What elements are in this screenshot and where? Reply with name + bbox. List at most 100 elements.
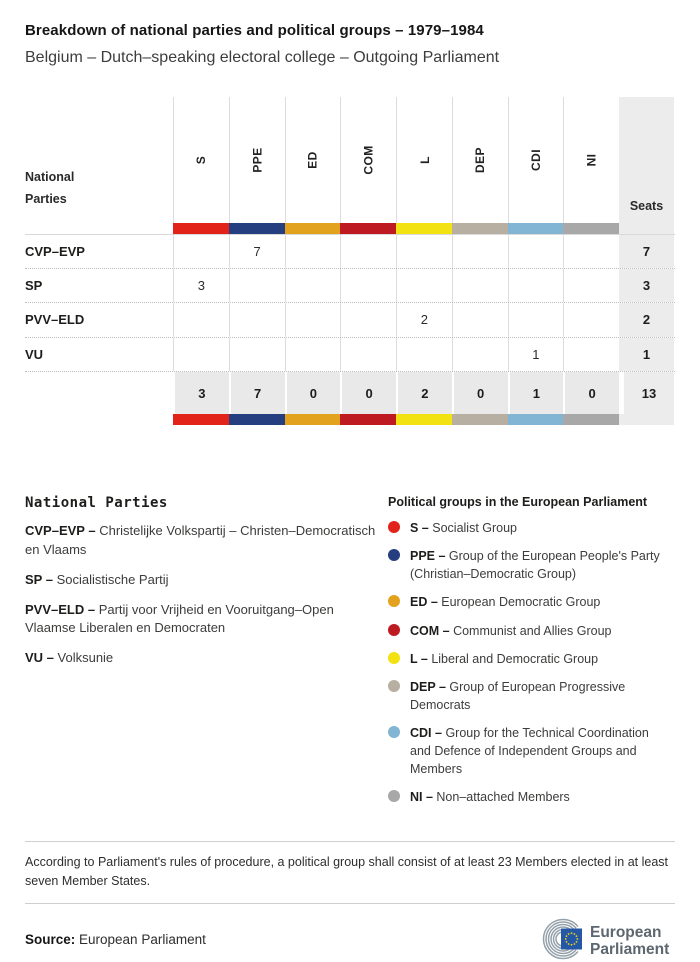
infographic-page: Breakdown of national parties and politi… bbox=[25, 22, 675, 960]
group-name: Group of European Progressive Democrats bbox=[410, 679, 626, 712]
seat-cell bbox=[451, 268, 508, 302]
group-abbr: ED – bbox=[410, 595, 442, 610]
seat-cell: 3 bbox=[173, 268, 229, 302]
group-color-dot-s bbox=[388, 521, 400, 533]
corner-label: National Parties bbox=[25, 170, 75, 207]
group-text: PPE – Group of the European People's Par… bbox=[410, 547, 661, 583]
seat-cell bbox=[228, 268, 285, 302]
group-total: 0 bbox=[451, 372, 508, 414]
group-column-header-dep: DEP bbox=[451, 97, 508, 223]
group-column-header-ed: ED bbox=[284, 97, 341, 223]
group-name: Communist and Allies Group bbox=[453, 623, 612, 638]
party-label: PVV–ELD bbox=[25, 312, 85, 328]
group-abbr: PPE – bbox=[410, 549, 449, 564]
divider bbox=[25, 903, 675, 905]
group-code: COM bbox=[361, 145, 376, 175]
color-swatch-ni bbox=[563, 414, 619, 425]
political-groups-heading: Political groups in the European Parliam… bbox=[388, 495, 648, 509]
color-swatch-dep bbox=[451, 414, 508, 425]
group-column-header-com: COM bbox=[340, 97, 396, 223]
seat-cell: 1 bbox=[507, 337, 564, 371]
group-total: 0 bbox=[284, 372, 341, 414]
seat-cell bbox=[451, 337, 508, 371]
group-text: S – Socialist Group bbox=[410, 519, 517, 537]
totals-row: 3 7 0 0 2 0 1 0 13 bbox=[25, 372, 675, 414]
source-value: European Parliament bbox=[75, 931, 206, 947]
grand-total-seats: 13 bbox=[619, 372, 674, 414]
seat-cell bbox=[563, 235, 619, 268]
row-seats-total: 1 bbox=[619, 337, 674, 371]
group-column-header-cdi: CDI bbox=[507, 97, 564, 223]
seat-cell: 2 bbox=[396, 303, 452, 337]
rules-footnote: According to Parliament's rules of proce… bbox=[25, 854, 668, 888]
european-parliament-logo: European Parliament bbox=[542, 919, 669, 960]
party-label: CVP–EVP bbox=[25, 243, 85, 259]
group-name: Liberal and Democratic Group bbox=[431, 651, 599, 666]
table-row: PVV–ELD 2 2 bbox=[25, 303, 675, 338]
group-text: L – Liberal and Democratic Group bbox=[410, 650, 598, 668]
group-name: European Democratic Group bbox=[441, 595, 601, 610]
group-name: Group for the Technical Coordination and… bbox=[410, 726, 649, 777]
seat-cell bbox=[284, 268, 341, 302]
group-color-dot-ppe bbox=[388, 549, 400, 562]
group-legend-item: DEP – Group of European Progressive Demo… bbox=[388, 678, 661, 714]
row-seats-total: 3 bbox=[619, 268, 674, 302]
party-name: Partij voor Vrijheid en Vooruitgang–Open… bbox=[25, 601, 334, 636]
party-name: Volksunie bbox=[57, 650, 114, 666]
group-name: Non–attached Members bbox=[436, 790, 570, 805]
seat-cell bbox=[396, 235, 452, 268]
seats-column-header: Seats bbox=[619, 97, 674, 223]
seat-cell bbox=[173, 303, 229, 337]
seat-cell bbox=[340, 337, 396, 371]
seat-cell bbox=[228, 337, 285, 371]
color-swatch-ed bbox=[284, 414, 341, 425]
group-abbr: DEP – bbox=[410, 679, 450, 694]
group-code: S bbox=[194, 155, 209, 165]
group-text: COM – Communist and Allies Group bbox=[410, 622, 611, 640]
group-text: DEP – Group of European Progressive Demo… bbox=[410, 678, 661, 714]
seats-column-fill bbox=[619, 223, 674, 234]
color-swatch-com bbox=[340, 414, 396, 425]
group-color-bar-bottom bbox=[25, 414, 675, 425]
row-seats-total: 7 bbox=[619, 235, 674, 268]
bar-spacer bbox=[25, 223, 173, 234]
group-name: Group of the European People's Party (Ch… bbox=[410, 549, 660, 582]
group-color-dot-com bbox=[388, 623, 400, 636]
party-abbr: VU – bbox=[25, 650, 58, 666]
group-text: ED – European Democratic Group bbox=[410, 593, 600, 611]
source-row: Source: European Parliament European Pa bbox=[25, 916, 675, 962]
color-swatch-cdi bbox=[507, 414, 564, 425]
party-label: SP bbox=[25, 277, 43, 293]
party-abbr: PVV–ELD – bbox=[25, 601, 99, 617]
group-code: DEP bbox=[473, 147, 488, 173]
seat-cell bbox=[563, 337, 619, 371]
row-seats-total: 2 bbox=[619, 303, 674, 337]
group-code: L bbox=[417, 156, 432, 164]
group-abbr: NI – bbox=[410, 790, 437, 805]
table-row: CVP–EVP 7 7 bbox=[25, 234, 675, 269]
color-swatch-l bbox=[396, 414, 452, 425]
color-swatch-s bbox=[173, 223, 229, 234]
group-color-bar-top bbox=[25, 223, 675, 234]
color-swatch-l bbox=[396, 223, 452, 234]
group-code: CDI bbox=[528, 149, 543, 171]
group-code: PPE bbox=[250, 147, 265, 173]
seat-cell: 7 bbox=[228, 235, 285, 268]
group-total: 1 bbox=[507, 372, 564, 414]
group-abbr: L – bbox=[410, 651, 432, 666]
eu-flag-icon bbox=[561, 928, 582, 950]
group-total: 7 bbox=[228, 372, 285, 414]
group-column-header-s: S bbox=[173, 97, 229, 223]
party-abbr: SP – bbox=[25, 571, 57, 587]
logo-text-line1: European bbox=[590, 924, 661, 941]
legend-section: National Parties CVP–EVP – Christelijke … bbox=[25, 495, 675, 807]
group-total: 0 bbox=[563, 372, 619, 414]
color-swatch-ed bbox=[284, 223, 341, 234]
group-total: 3 bbox=[173, 372, 229, 414]
seat-cell bbox=[563, 268, 619, 302]
group-total: 2 bbox=[396, 372, 452, 414]
group-abbr: COM – bbox=[410, 623, 454, 638]
color-swatch-ni bbox=[563, 223, 619, 234]
group-legend-item: ED – European Democratic Group bbox=[388, 593, 661, 611]
color-swatch-com bbox=[340, 223, 396, 234]
